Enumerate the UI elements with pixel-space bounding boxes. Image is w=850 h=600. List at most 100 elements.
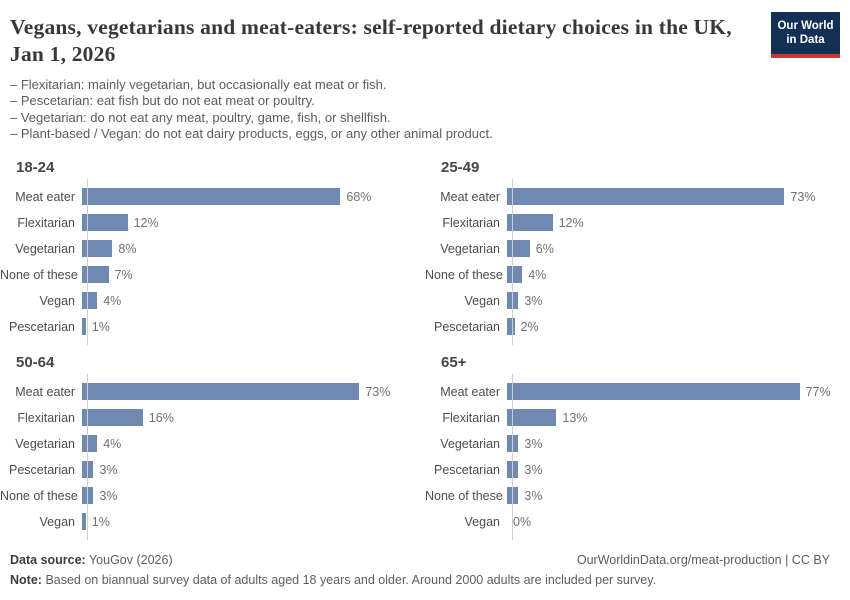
value-label: 6% bbox=[535, 241, 554, 256]
footer-note-line: Note: Based on biannual survey data of a… bbox=[10, 573, 830, 587]
y-axis-line bbox=[87, 178, 88, 345]
category-label: Flexitarian bbox=[17, 215, 75, 230]
chart-header: Vegans, vegetarians and meat-eaters: sel… bbox=[10, 12, 840, 143]
bar-row: Vegetarian 4% bbox=[0, 431, 425, 457]
bar-area: 73% bbox=[81, 383, 425, 401]
value-label: 3% bbox=[524, 462, 543, 477]
bar-area: 4% bbox=[81, 292, 425, 310]
data-source-value[interactable]: YouGov (2026) bbox=[88, 552, 173, 567]
bar[interactable] bbox=[82, 292, 98, 310]
bar-area: 3% bbox=[506, 292, 850, 310]
bar-area: 1% bbox=[81, 513, 425, 531]
bar-row: Vegetarian 6% bbox=[425, 236, 850, 262]
category-label: Flexitarian bbox=[442, 410, 500, 425]
category-label: Pescetarian bbox=[8, 319, 75, 334]
bar[interactable] bbox=[82, 318, 86, 336]
attribution-link[interactable]: OurWorldinData.org/meat-production | CC … bbox=[576, 552, 830, 567]
panel-title: 25-49 bbox=[441, 158, 480, 176]
bar-area: 8% bbox=[81, 240, 425, 258]
bar-area: 4% bbox=[81, 435, 425, 453]
bar-area: 1% bbox=[81, 318, 425, 336]
bar-row: Vegetarian 3% bbox=[425, 431, 850, 457]
bar-area: 0% bbox=[506, 513, 850, 530]
bar[interactable] bbox=[82, 513, 86, 531]
age-panel-18-24: 18-24 Meat eater 68% Flexitarian 12% Vegetar… bbox=[0, 153, 425, 348]
definition-pescetarian: – Pescetarian: eat fish but do not eat m… bbox=[10, 93, 315, 109]
bar-row: Meat eater 73% bbox=[425, 184, 850, 210]
category-label: Vegetarian bbox=[15, 436, 75, 451]
category-label: None of these bbox=[0, 267, 78, 282]
y-axis-line bbox=[512, 373, 513, 540]
bar[interactable] bbox=[82, 435, 98, 453]
bar[interactable] bbox=[507, 266, 523, 284]
y-axis-line bbox=[87, 373, 88, 540]
age-panel-50-64: 50-64 Meat eater 73% Flexitarian 16% Vegetar… bbox=[0, 348, 425, 543]
value-label: 4% bbox=[528, 267, 547, 282]
bar-area: 7% bbox=[81, 266, 425, 284]
bar-area: 3% bbox=[81, 461, 425, 479]
bar-area: 13% bbox=[506, 409, 850, 427]
diet-definitions: – Flexitarian: mainly vegetarian, but oc… bbox=[10, 77, 840, 143]
value-label: 4% bbox=[103, 436, 122, 451]
owid-logo-line1: Our World bbox=[777, 20, 834, 32]
bar[interactable] bbox=[507, 240, 530, 258]
category-label: Vegetarian bbox=[440, 241, 500, 256]
value-label: 3% bbox=[99, 462, 118, 477]
definition-vegetarian: – Vegetarian: do not eat any meat, poult… bbox=[10, 109, 391, 125]
bar[interactable] bbox=[507, 383, 800, 401]
value-label: 0% bbox=[513, 514, 532, 529]
value-label: 12% bbox=[133, 215, 159, 230]
category-label: Flexitarian bbox=[17, 410, 75, 425]
bar[interactable] bbox=[507, 409, 557, 427]
bar-row: Pescetarian 1% bbox=[0, 314, 425, 340]
bar-area: 3% bbox=[506, 487, 850, 505]
bar-area: 3% bbox=[506, 435, 850, 453]
bar-row: Meat eater 77% bbox=[425, 379, 850, 405]
bar[interactable] bbox=[82, 240, 113, 258]
category-label: Pescetarian bbox=[8, 462, 75, 477]
bar-row: Flexitarian 12% bbox=[425, 210, 850, 236]
value-label: 3% bbox=[524, 488, 543, 503]
panel-title: 65+ bbox=[441, 353, 467, 371]
chart-footer: Data source: YouGov (2026) OurWorldinDat… bbox=[10, 543, 840, 587]
value-label: 2% bbox=[520, 319, 539, 334]
bar-area: 16% bbox=[81, 409, 425, 427]
age-panel-65-plus: 65+ Meat eater 77% Flexitarian 13% Vegetaria… bbox=[425, 348, 850, 543]
value-label: 3% bbox=[524, 293, 543, 308]
bar-row: Meat eater 73% bbox=[0, 379, 425, 405]
value-label: 1% bbox=[91, 319, 110, 334]
y-axis-line bbox=[512, 178, 513, 345]
bar-area: 6% bbox=[506, 240, 850, 258]
bar-row: Vegan 3% bbox=[425, 288, 850, 314]
note-text: Based on biannual survey data of adults … bbox=[45, 572, 657, 587]
bar-row: None of these 7% bbox=[0, 262, 425, 288]
bar[interactable] bbox=[507, 188, 785, 206]
data-source: Data source: YouGov (2026) bbox=[10, 553, 173, 567]
bar[interactable] bbox=[82, 383, 360, 401]
bar-area: 77% bbox=[506, 383, 850, 401]
category-label: Pescetarian bbox=[433, 462, 500, 477]
category-label: Meat eater bbox=[440, 189, 500, 204]
bar[interactable] bbox=[507, 214, 553, 232]
category-label: Pescetarian bbox=[433, 319, 500, 334]
bar-row: Vegan 1% bbox=[0, 509, 425, 535]
bar[interactable] bbox=[82, 188, 341, 206]
bar-row: Pescetarian 2% bbox=[425, 314, 850, 340]
bar-area: 12% bbox=[81, 214, 425, 232]
bar[interactable] bbox=[82, 266, 109, 284]
value-label: 3% bbox=[524, 436, 543, 451]
bar[interactable] bbox=[82, 214, 128, 232]
bar[interactable] bbox=[82, 409, 143, 427]
category-label: Meat eater bbox=[15, 189, 75, 204]
category-label: None of these bbox=[425, 488, 503, 503]
bar-row: Vegan 4% bbox=[0, 288, 425, 314]
owid-logo[interactable]: Our World in Data bbox=[771, 12, 840, 58]
category-label: Vegan bbox=[39, 514, 75, 529]
bar-area: 2% bbox=[506, 318, 850, 336]
value-label: 1% bbox=[91, 514, 110, 529]
bar[interactable] bbox=[507, 318, 515, 336]
data-source-label: Data source: bbox=[10, 552, 86, 567]
panel-title: 18-24 bbox=[16, 158, 55, 176]
bar-chart: Meat eater 77% Flexitarian 13% Vegetarian 3% P… bbox=[425, 373, 850, 540]
